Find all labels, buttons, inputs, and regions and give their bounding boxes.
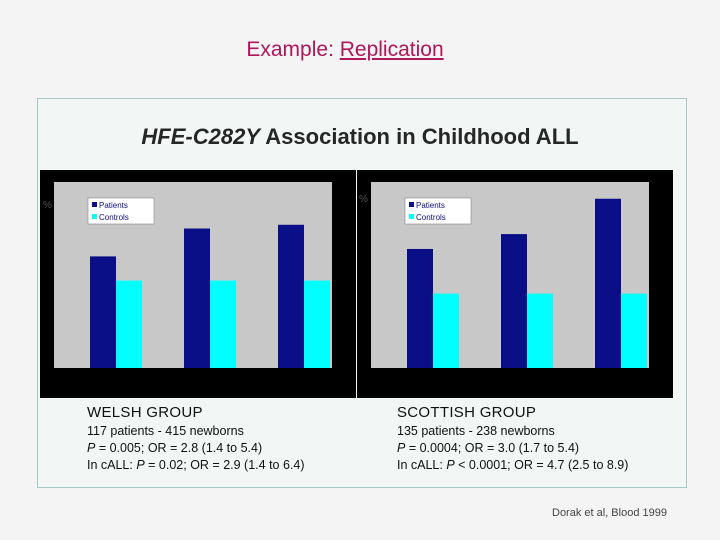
scottish-stats: 135 patients - 238 newborns P = 0.0004; … — [397, 423, 628, 474]
welsh-stats-line2: P = 0.005; OR = 2.8 (1.4 to 5.4) — [87, 440, 305, 457]
slide-title-link[interactable]: Replication — [339, 38, 444, 61]
welsh-line2-rest: = 0.005; OR = 2.8 (1.4 to 5.4) — [95, 441, 263, 455]
scottish-legend-swatch-controls — [409, 214, 414, 219]
welsh-legend-label-controls: Controls — [99, 213, 129, 222]
welsh-line3-pre: In cALL: — [87, 458, 137, 472]
scottish-y-axis-label: % — [359, 194, 368, 205]
welsh-legend-label-patients: Patients — [99, 201, 128, 210]
welsh-legend-box — [87, 197, 155, 225]
welsh-bar-controls-2 — [210, 280, 236, 368]
welsh-p-label: P — [87, 441, 96, 455]
scottish-legend-label-patients: Patients — [416, 201, 445, 210]
scottish-bar-patients-2 — [501, 234, 527, 368]
scottish-stats-line2: P = 0.0004; OR = 3.0 (1.7 to 5.4) — [397, 440, 628, 457]
welsh-bar-controls-1 — [116, 280, 142, 368]
slide-title-prefix: Example: — [246, 38, 340, 61]
slide-title: Example: Replication — [0, 38, 690, 62]
scottish-bar-chart: % Patients Controls — [357, 170, 673, 398]
welsh-bar-patients-1 — [90, 256, 116, 368]
welsh-cp-label: P — [136, 458, 145, 472]
scottish-line3-rest: < 0.0001; OR = 4.7 (2.5 to 8.9) — [454, 458, 629, 472]
scottish-group-name: SCOTTISH GROUP — [397, 404, 537, 421]
welsh-bar-patients-3 — [278, 224, 304, 368]
scottish-line3-pre: In cALL: — [397, 458, 447, 472]
welsh-line3-rest: = 0.02; OR = 2.9 (1.4 to 6.4) — [144, 458, 305, 472]
scottish-bar-controls-3 — [621, 293, 647, 368]
scottish-stats-line1: 135 patients - 238 newborns — [397, 424, 555, 438]
scottish-legend-box — [404, 197, 472, 225]
scottish-p-label: P — [397, 441, 406, 455]
scottish-bar-patients-3 — [595, 198, 621, 368]
welsh-stats: 117 patients - 415 newborns P = 0.005; O… — [87, 423, 305, 474]
scottish-bar-controls-1 — [433, 293, 459, 368]
scottish-cp-label: P — [446, 458, 455, 472]
welsh-bar-chart: % Patients Controls — [40, 170, 356, 398]
panel-title-rest: Association in Childhood ALL — [260, 124, 579, 149]
citation: Dorak et al, Blood 1999 — [552, 507, 667, 519]
welsh-bar-patients-2 — [184, 228, 210, 368]
welsh-stats-line3: In cALL: P = 0.02; OR = 2.9 (1.4 to 6.4) — [87, 457, 305, 474]
welsh-legend-swatch-patients — [92, 202, 97, 207]
panel-title-gene: HFE-C282Y — [141, 124, 260, 149]
panel-title: HFE-C282Y Association in Childhood ALL — [0, 124, 720, 150]
scottish-legend-label-controls: Controls — [416, 213, 446, 222]
welsh-legend: Patients Controls — [87, 197, 155, 225]
scottish-stats-line3: In cALL: P < 0.0001; OR = 4.7 (2.5 to 8.… — [397, 457, 628, 474]
scottish-legend-swatch-patients — [409, 202, 414, 207]
scottish-bar-controls-2 — [527, 293, 553, 368]
scottish-line2-rest: = 0.0004; OR = 3.0 (1.7 to 5.4) — [405, 441, 580, 455]
welsh-legend-swatch-controls — [92, 214, 97, 219]
welsh-stats-line1: 117 patients - 415 newborns — [87, 424, 244, 438]
welsh-y-axis-label: % — [43, 200, 52, 211]
welsh-group-name: WELSH GROUP — [87, 404, 203, 421]
scottish-legend: Patients Controls — [404, 197, 472, 225]
scottish-bar-patients-1 — [407, 248, 433, 368]
welsh-bar-controls-3 — [304, 280, 330, 368]
